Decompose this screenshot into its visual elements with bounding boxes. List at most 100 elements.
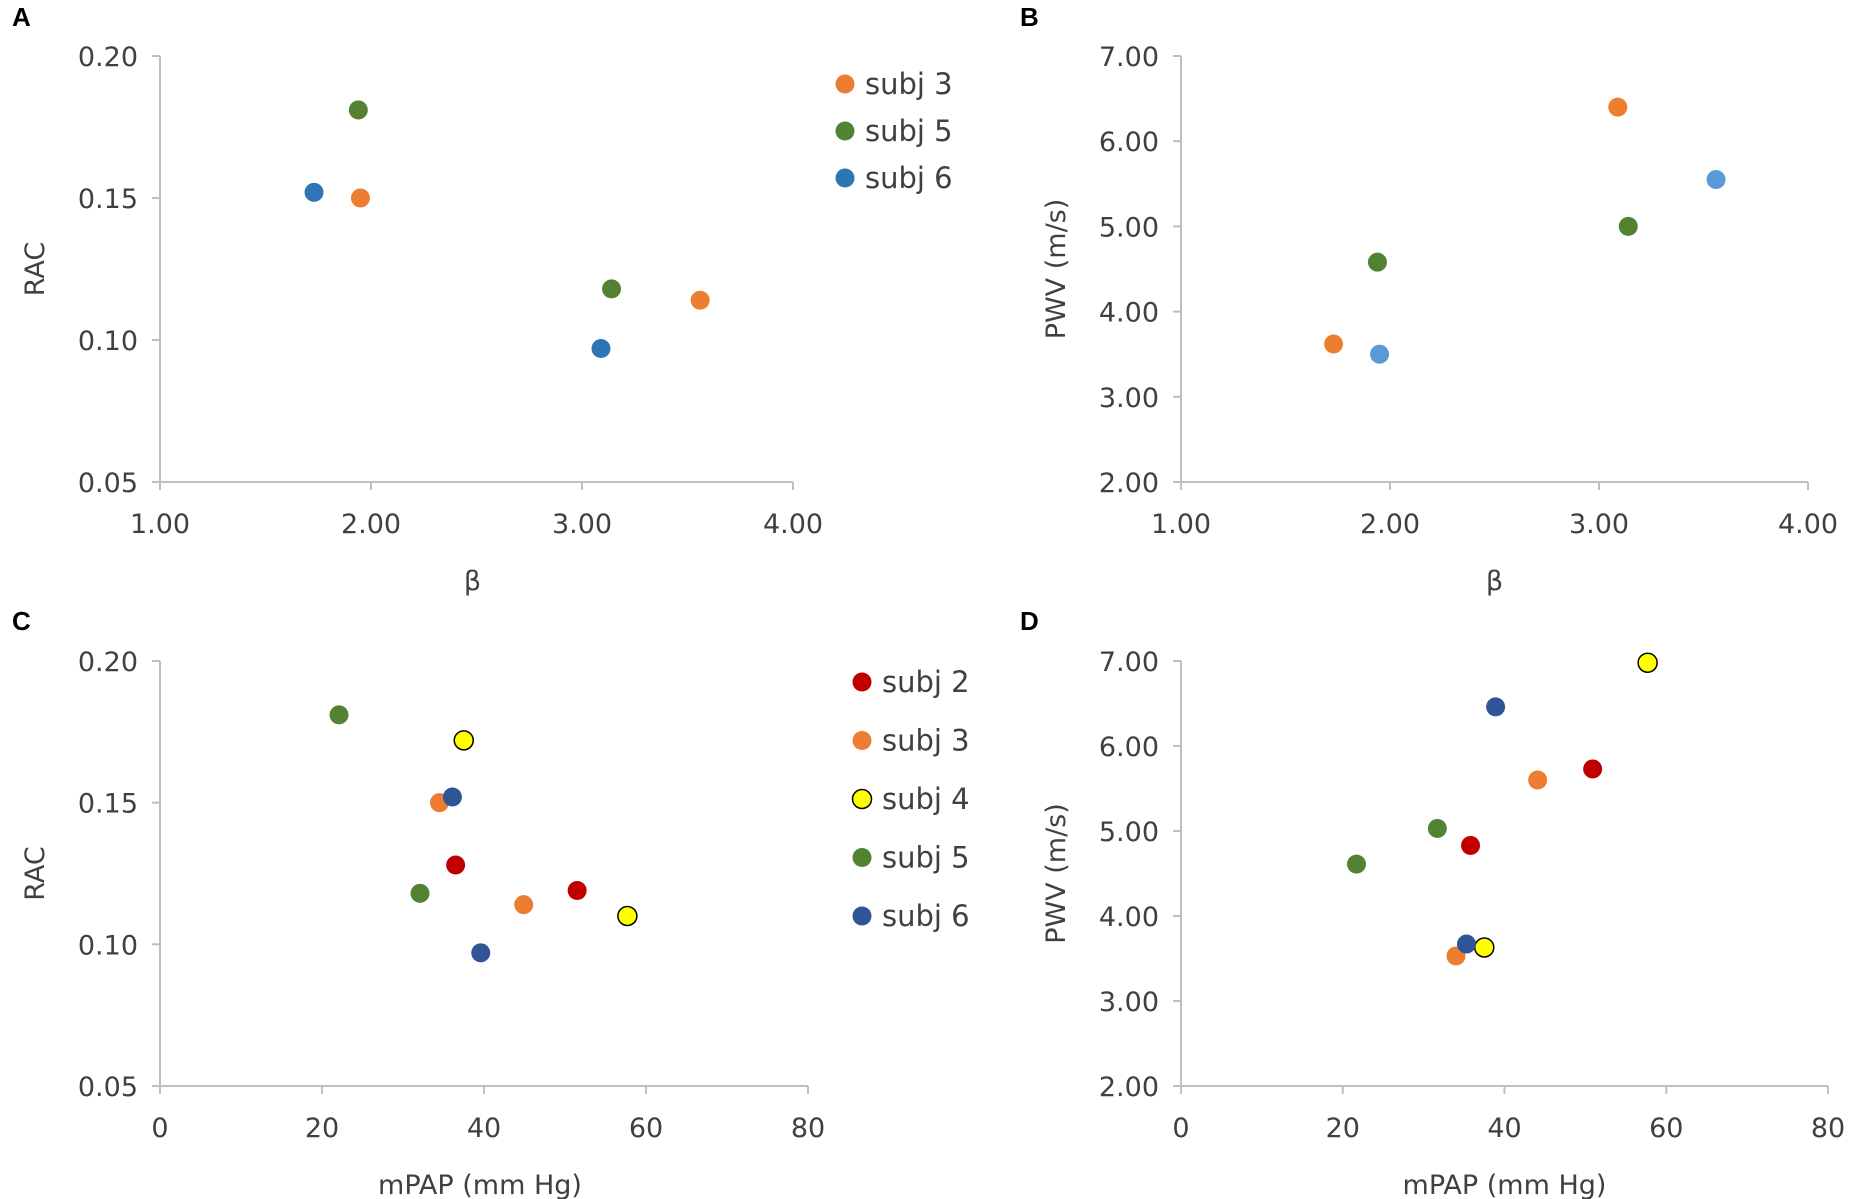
data-point-subj-5 xyxy=(1346,854,1366,874)
chart-panel-b: B 7.00 6.00 5.00 4.00 3.00 2.00 1.00 2.00 3.00 4.0… xyxy=(1020,2,1838,597)
x-tick-label: 40 xyxy=(467,1113,501,1144)
chart-panel-a: A 0.20 0.15 0.10 0.05 1.00 2.00 3.00 4.00 β RAC sub… xyxy=(12,2,953,597)
legend-marker xyxy=(835,168,855,188)
y-axis-title: PWV (m/s) xyxy=(1041,199,1072,340)
y-tick-label: 0.20 xyxy=(78,42,138,73)
x-tick-label: 4.00 xyxy=(1778,509,1838,540)
data-point-subj-5 xyxy=(410,883,430,903)
y-tick-label: 6.00 xyxy=(1099,732,1159,763)
y-tick-label: 0.15 xyxy=(78,789,138,820)
y-tick-label: 0.20 xyxy=(78,647,138,678)
data-point-subj-6 xyxy=(591,339,611,359)
y-tick-label: 3.00 xyxy=(1099,383,1159,414)
y-axis-title: PWV (m/s) xyxy=(1041,803,1072,944)
data-point-subj-5 xyxy=(329,705,349,725)
data-point-subj-6 xyxy=(304,182,324,202)
chart-panel-c: C 0.20 0.15 0.10 0.05 0 20 40 60 80 mPAP (mm Hg) RA… xyxy=(12,606,970,1199)
x-tick-label: 20 xyxy=(1326,1113,1360,1144)
x-tick-label: 60 xyxy=(629,1113,663,1144)
panel-letter: D xyxy=(1020,606,1039,636)
legend-entry-label: subj 6 xyxy=(865,161,953,195)
legend-entry-label: subj 3 xyxy=(882,724,970,758)
legend-marker xyxy=(852,672,872,692)
data-point-subj-5 xyxy=(348,100,368,120)
x-tick-label: 2.00 xyxy=(1360,509,1420,540)
data-point-subj-6 xyxy=(1706,170,1726,190)
y-tick-label: 4.00 xyxy=(1099,298,1159,329)
data-point-subj-3 xyxy=(690,290,710,310)
data-point-subj-5 xyxy=(1367,252,1387,272)
y-tick-label: 2.00 xyxy=(1099,1072,1159,1103)
legend-marker xyxy=(852,906,872,926)
data-point-subj-5 xyxy=(1618,216,1638,236)
legend-entry-label: subj 5 xyxy=(882,841,970,875)
x-tick-label: 0 xyxy=(1172,1113,1189,1144)
y-tick-label: 5.00 xyxy=(1099,817,1159,848)
y-tick-label: 4.00 xyxy=(1099,902,1159,933)
x-tick-label: 1.00 xyxy=(130,509,190,540)
legend-entry-label: subj 2 xyxy=(882,665,970,699)
legend-entry-label: subj 5 xyxy=(865,114,953,148)
legend-entry-label: subj 3 xyxy=(865,67,953,101)
legend-marker xyxy=(835,74,855,94)
data-point-subj-3 xyxy=(514,895,534,915)
data-point-subj-6 xyxy=(1486,697,1506,717)
data-point-subj-4 xyxy=(617,905,638,927)
data-point-subj-3 xyxy=(1324,334,1344,354)
data-point-subj-6 xyxy=(1456,934,1476,954)
x-tick-label: 3.00 xyxy=(552,509,612,540)
x-tick-label: 3.00 xyxy=(1569,509,1629,540)
data-point-subj-6 xyxy=(1370,344,1390,364)
x-axis-title: β xyxy=(1486,566,1503,597)
legend-marker xyxy=(852,731,872,750)
y-tick-label: 2.00 xyxy=(1099,468,1159,499)
x-tick-label: 20 xyxy=(305,1113,339,1144)
y-axis-title: RAC xyxy=(20,846,51,901)
data-point-subj-2 xyxy=(446,855,466,875)
data-point-subj-2 xyxy=(567,881,587,900)
y-tick-label: 0.10 xyxy=(78,326,138,357)
data-point-subj-6 xyxy=(471,943,491,963)
data-point-subj-2 xyxy=(1583,759,1603,779)
legend-marker xyxy=(851,788,873,810)
chart-panel-d: D 7.00 6.00 5.00 4.00 3.00 2.00 0 20 40 60 80 mPAP (… xyxy=(1020,606,1845,1199)
chart-legend: subj 2 subj 3 subj 4 subj 5 subj 6 xyxy=(851,665,970,933)
data-point-subj-3 xyxy=(350,188,370,208)
y-tick-label: 7.00 xyxy=(1099,42,1159,73)
data-point-subj-3 xyxy=(1608,97,1628,117)
x-tick-label: 4.00 xyxy=(763,509,823,540)
legend-marker xyxy=(852,848,872,867)
panel-letter: C xyxy=(12,606,31,636)
data-point-subj-5 xyxy=(602,279,622,299)
x-tick-label: 40 xyxy=(1487,1113,1521,1144)
x-tick-label: 60 xyxy=(1649,1113,1683,1144)
y-axis-title: RAC xyxy=(20,242,51,297)
data-point-subj-2 xyxy=(1461,835,1481,855)
x-axis-title: mPAP (mm Hg) xyxy=(378,1170,582,1199)
data-point-subj-3 xyxy=(1528,770,1548,790)
y-tick-label: 0.05 xyxy=(78,468,138,499)
y-tick-label: 5.00 xyxy=(1099,212,1159,243)
x-tick-label: 1.00 xyxy=(1151,509,1211,540)
legend-entry-label: subj 4 xyxy=(882,782,970,816)
data-point-subj-5 xyxy=(1427,818,1447,838)
data-point-subj-6 xyxy=(442,787,462,807)
x-tick-label: 2.00 xyxy=(341,509,401,540)
y-tick-label: 3.00 xyxy=(1099,987,1159,1018)
panel-letter: B xyxy=(1020,2,1039,32)
x-tick-label: 80 xyxy=(1811,1113,1845,1144)
y-tick-label: 7.00 xyxy=(1099,647,1159,678)
y-tick-label: 6.00 xyxy=(1099,127,1159,158)
x-axis-title: β xyxy=(464,566,481,597)
legend-marker xyxy=(835,121,855,141)
x-tick-label: 80 xyxy=(791,1113,825,1144)
legend-entry-label: subj 6 xyxy=(882,899,970,933)
y-tick-label: 0.05 xyxy=(78,1072,138,1103)
data-point-subj-4 xyxy=(1474,937,1495,958)
data-point-subj-4 xyxy=(1637,652,1658,673)
panel-letter: A xyxy=(12,2,31,32)
y-tick-label: 0.10 xyxy=(78,930,138,961)
chart-legend: subj 3 subj 5 subj 6 xyxy=(835,67,953,195)
data-point-subj-4 xyxy=(453,730,474,751)
